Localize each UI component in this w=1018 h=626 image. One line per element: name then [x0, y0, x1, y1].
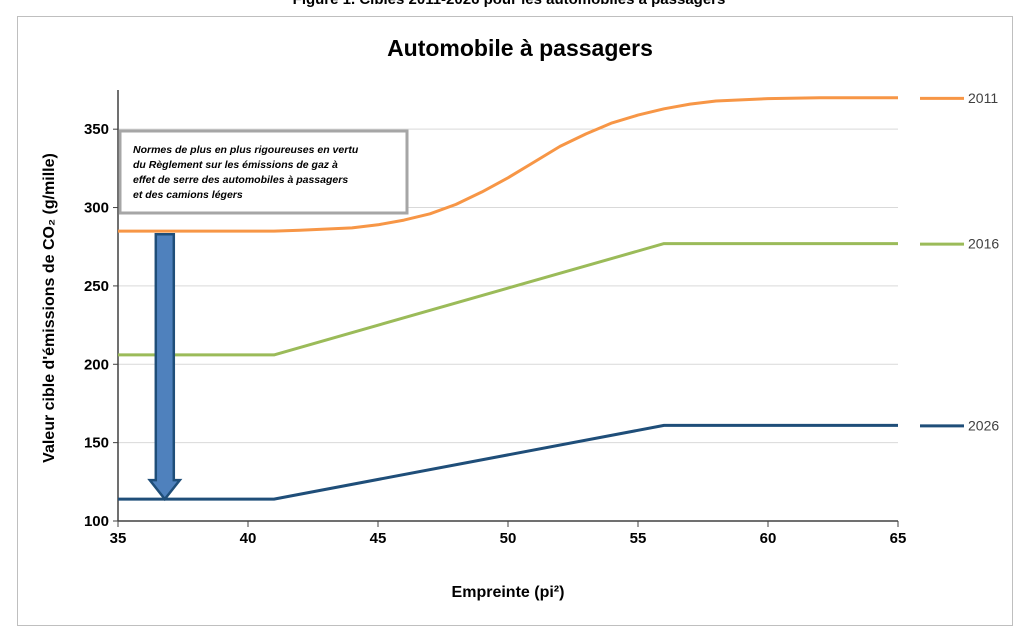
- figure-caption: Figure 1. Cibles 2011-2026 pour les auto…: [0, 0, 1018, 8]
- annotation-text-line: et des camions légers: [133, 189, 243, 201]
- series-line-2016: [118, 242, 898, 357]
- annotation-arrow: [147, 232, 183, 502]
- x-tick-label: 50: [500, 530, 517, 547]
- y-tick-label: 350: [84, 121, 109, 138]
- annotation-box: [118, 129, 409, 215]
- series-line-2026: [118, 423, 898, 501]
- legend-label-2026: 2026: [968, 417, 999, 433]
- x-tick-label: 60: [760, 530, 777, 547]
- legend-label-2011: 2011: [968, 90, 998, 106]
- y-tick-label: 150: [84, 435, 109, 452]
- annotation-text-line: effet de serre des automobiles à passage…: [133, 174, 348, 186]
- annotation-text-line: du Règlement sur les émissions de gaz à: [133, 159, 338, 171]
- axes: 100 150 200 250 300 350 35 40 45 50 55 60 65: [84, 90, 906, 547]
- x-tick-label: 40: [240, 530, 257, 547]
- y-tick-label: 300: [84, 200, 109, 217]
- x-axis-title: Empreinte (pi²): [452, 584, 565, 601]
- y-tick-label: 100: [84, 513, 109, 530]
- x-tick-label: 55: [630, 530, 647, 547]
- grid: [118, 128, 898, 444]
- x-tick-label: 35: [110, 530, 127, 547]
- legend-label-2016: 2016: [968, 236, 999, 252]
- y-tick-label: 200: [84, 356, 109, 373]
- y-axis-title: Valeur cible d'émissions de CO₂ (g/mille…: [41, 153, 58, 463]
- x-tick-label: 45: [370, 530, 387, 547]
- chart-title: Automobile à passagers: [387, 35, 653, 61]
- x-tick-label: 65: [890, 530, 907, 547]
- series-lines: [118, 96, 898, 501]
- y-tick-label: 250: [84, 278, 109, 295]
- series-line-2011: [118, 96, 898, 233]
- legend: 2011 2016 2026: [920, 90, 999, 433]
- annotation-text-line: Normes de plus en plus rigoureuses en ve…: [133, 144, 359, 156]
- annotation: Normes de plus en plus rigoureuses en ve…: [118, 129, 409, 502]
